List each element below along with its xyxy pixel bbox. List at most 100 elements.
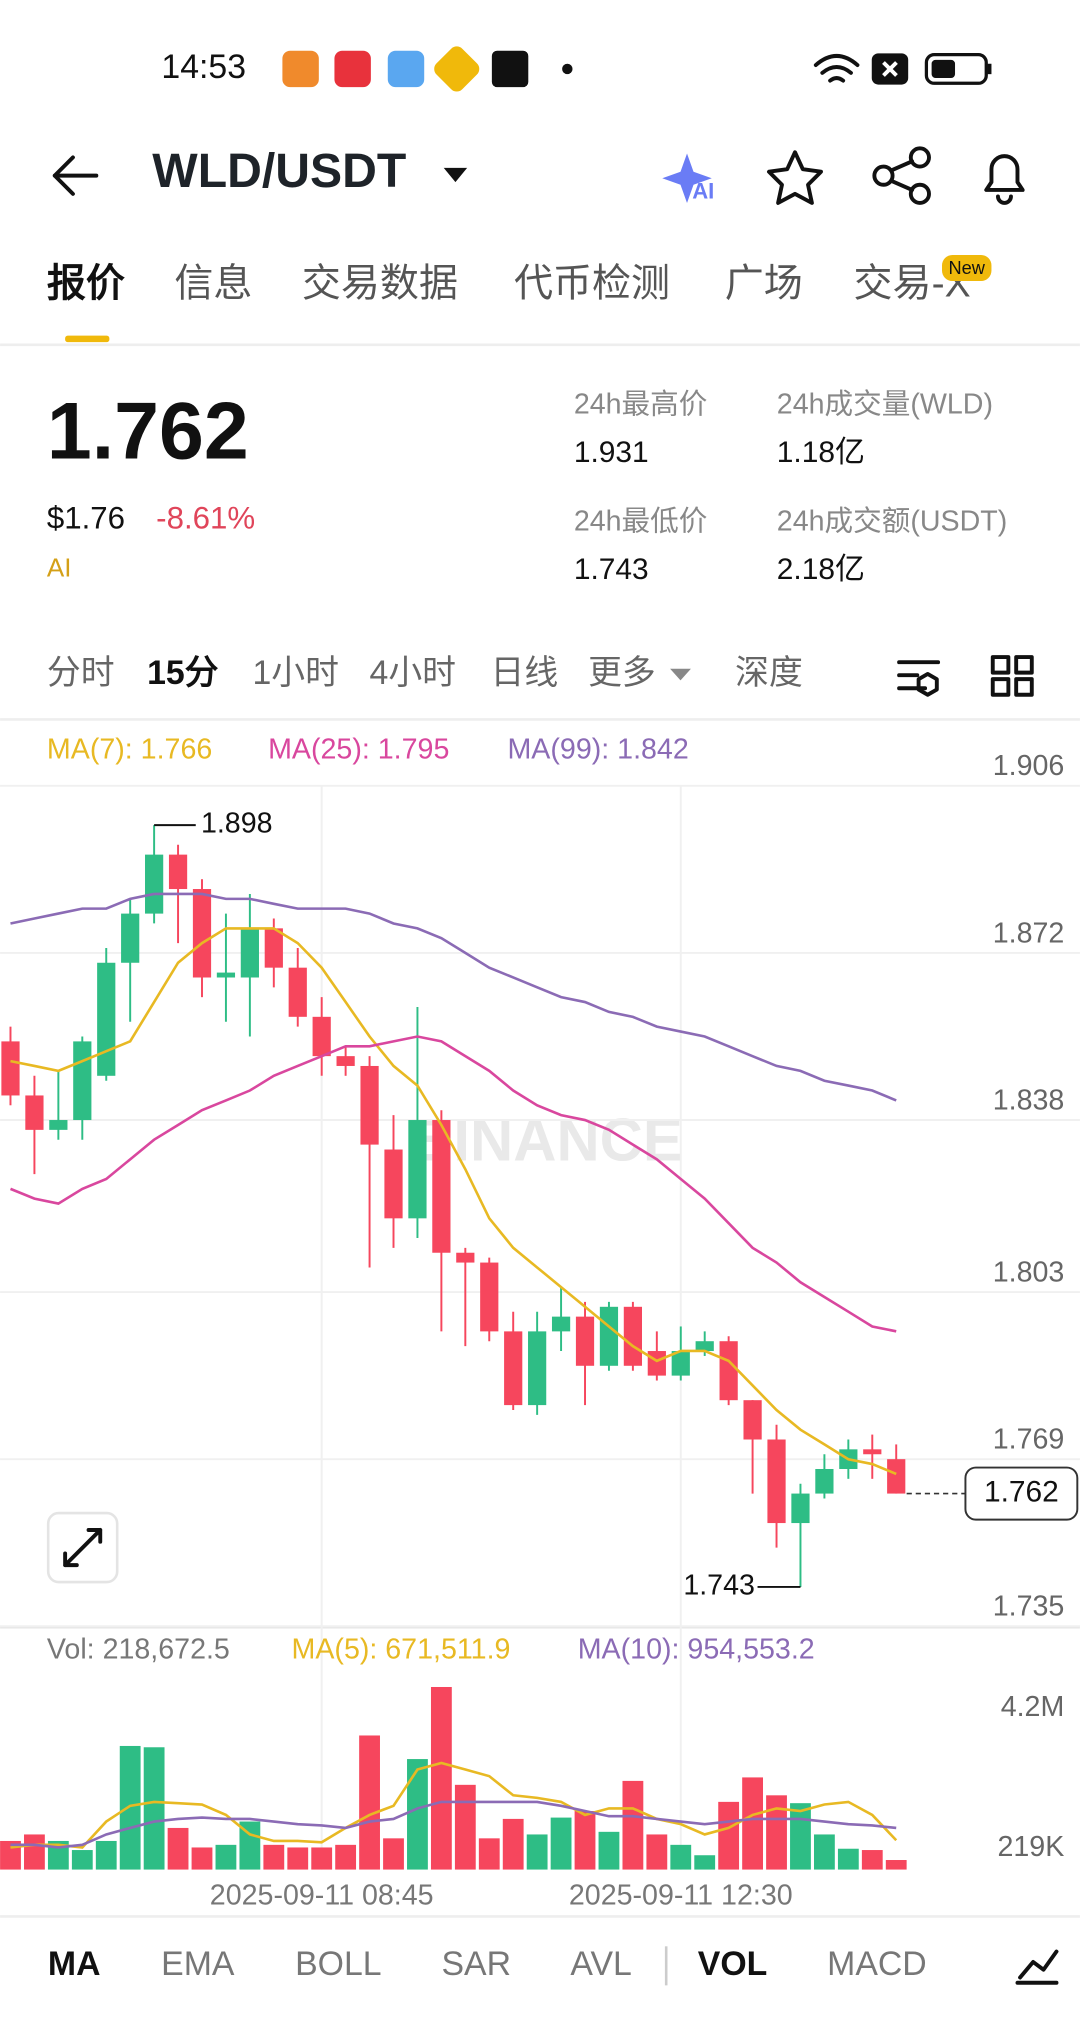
volume-bar (550, 1817, 572, 1870)
candle-body (168, 854, 188, 890)
candle-body (288, 967, 307, 1017)
volume-bar (646, 1834, 668, 1870)
volume-bar (71, 1850, 93, 1870)
tab-badge: New (949, 258, 986, 278)
interval-tab[interactable]: 15分 (147, 654, 219, 692)
interval-tab[interactable]: 1小时 (252, 654, 338, 692)
candle-body (528, 1331, 547, 1406)
tab[interactable]: 交易数据 (302, 263, 458, 306)
stat-value: 1.931 (574, 436, 649, 469)
volume-bar (95, 1840, 117, 1870)
y-tick-label: 1.803 (993, 1256, 1065, 1288)
stat-label: 24h成交量(WLD) (777, 388, 993, 420)
volume-bar (167, 1827, 189, 1870)
volume-bar (813, 1834, 835, 1870)
volume-bar (742, 1777, 763, 1870)
indicator-tab[interactable]: BOLL (295, 1945, 381, 1983)
ma-line (9, 1035, 897, 1333)
candle-body (551, 1316, 571, 1332)
volume-bar (885, 1860, 907, 1870)
candle-body (264, 928, 283, 968)
indicator-tab[interactable]: SAR (441, 1945, 511, 1983)
y-tick-label: 1.838 (993, 1084, 1065, 1116)
y-tick-label: 1.906 (993, 750, 1065, 782)
watermark: BINANCE (410, 1107, 683, 1174)
x-tick-label: 2025-09-11 12:30 (569, 1879, 793, 1911)
pair-dropdown[interactable] (443, 167, 468, 183)
back-button[interactable] (52, 155, 99, 196)
candle-body (432, 1120, 451, 1253)
alert-button[interactable] (984, 154, 1025, 205)
candle-body (887, 1459, 906, 1494)
ai-icon[interactable] (662, 153, 712, 203)
indicator-tab[interactable]: AVL (570, 1945, 631, 1983)
indicator-tab[interactable]: MACD (827, 1945, 927, 1983)
last-price: 1.762 (47, 386, 249, 476)
indicator-tab[interactable]: VOL (698, 1945, 768, 1983)
candle-body (73, 1041, 92, 1121)
legend-entry: MA(10): 954,553.2 (578, 1634, 815, 1666)
candle-body (599, 1306, 619, 1366)
y-tick-label: 1.769 (993, 1424, 1065, 1456)
interval-tab[interactable]: 4小时 (370, 654, 456, 692)
tab-indicator (65, 335, 110, 343)
tab[interactable]: 报价 (47, 263, 125, 306)
volume-bar (478, 1838, 500, 1870)
last-price-box (964, 1466, 1079, 1521)
interval-tab[interactable]: 更多 (588, 654, 656, 692)
candle-body (575, 1316, 595, 1366)
candle-body (815, 1468, 834, 1494)
x-tick-label: 2025-09-11 08:45 (210, 1879, 434, 1911)
interval-tab[interactable]: 深度 (735, 654, 803, 692)
legend-entry: MA(99): 1.842 (507, 733, 688, 765)
candle-body (240, 928, 259, 978)
volume-tick-label: 219K (997, 1831, 1064, 1863)
indicator-tab[interactable]: EMA (161, 1945, 235, 1983)
ma-line (10, 927, 897, 1476)
candle-body (791, 1493, 810, 1524)
favorite-button[interactable] (767, 150, 823, 205)
interval-icons (670, 655, 1034, 697)
volume-bar (311, 1847, 333, 1870)
volume-bar (454, 1784, 476, 1870)
share-button[interactable] (872, 146, 931, 205)
chart-settings[interactable] (1015, 1949, 1059, 1985)
candle-body (384, 1149, 403, 1219)
volume-bar (191, 1847, 213, 1870)
volume-bar (119, 1745, 141, 1870)
usd-price: $1.76 (47, 501, 125, 536)
volume-legend: Vol: 218,672.5 (47, 1634, 230, 1666)
volume-bar (790, 1803, 811, 1870)
volume-bar (24, 1834, 45, 1870)
tab[interactable]: 代币检测 (514, 263, 670, 306)
price-change: -8.61% (156, 501, 255, 536)
candle-body (695, 1341, 714, 1352)
candle-body (408, 1120, 427, 1219)
candle-body (719, 1341, 738, 1401)
candle-body (336, 1056, 355, 1066)
candle-body (97, 962, 116, 1076)
tab[interactable]: 广场 (725, 263, 803, 306)
volume-bar (383, 1838, 404, 1870)
stat-value: 2.18亿 (777, 553, 865, 586)
ai-link[interactable]: AI (47, 553, 72, 583)
legend-entry: MA(7): 1.766 (47, 733, 212, 765)
interval-tab[interactable]: 日线 (491, 654, 559, 692)
stat-label: 24h成交额(USDT) (777, 506, 1008, 538)
indicator-tab[interactable]: MA (48, 1945, 101, 1983)
expand-button[interactable] (46, 1511, 119, 1584)
ma-line (10, 892, 897, 1102)
volume-bar (359, 1735, 380, 1870)
candle-body (192, 889, 212, 978)
candle-body (863, 1449, 882, 1455)
stat-label: 24h最低价 (574, 506, 708, 538)
header-icons (52, 146, 1025, 205)
candle-body (121, 913, 140, 963)
tab[interactable]: 信息 (174, 263, 252, 306)
volume-bar (335, 1844, 357, 1870)
candle-body (49, 1120, 68, 1130)
stat-value: 1.18亿 (777, 436, 865, 469)
interval-tab[interactable]: 分时 (47, 654, 115, 692)
y-tick-label: 1.872 (993, 917, 1065, 949)
stat-label: 24h最高价 (574, 388, 708, 420)
